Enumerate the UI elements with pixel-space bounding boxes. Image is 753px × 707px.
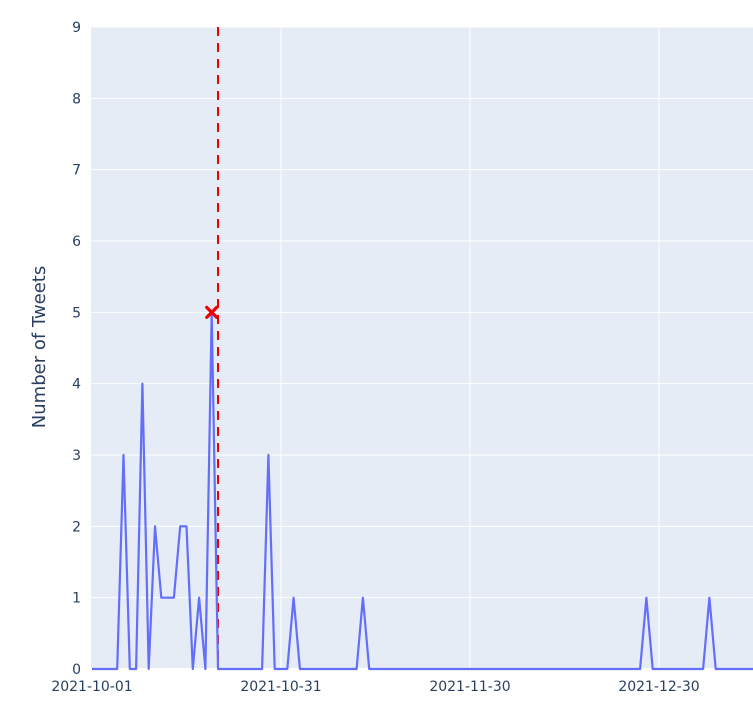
y-tick-label: 7 — [72, 163, 81, 179]
series-layer — [92, 311, 753, 671]
series-line — [92, 311, 753, 671]
plot-background — [91, 27, 753, 669]
y-tick-label: 6 — [72, 234, 81, 250]
y-tick-label: 4 — [72, 377, 81, 393]
y-tick-label: 1 — [72, 591, 81, 607]
x-tick-label: 2021-10-31 — [240, 679, 321, 695]
y-axis-title: Number of Tweets — [29, 266, 50, 428]
x-tick-label: 2021-12-30 — [618, 679, 699, 695]
y-tick-label: 0 — [72, 662, 81, 678]
y-tick-label: 9 — [72, 20, 81, 36]
y-tick-label: 2 — [72, 519, 81, 535]
highlight-marker — [205, 305, 219, 319]
y-tick-labels: 0 1 2 3 4 5 6 7 8 9 — [72, 20, 81, 678]
x-tick-label: 2021-11-30 — [429, 679, 510, 695]
x-tick-labels: 2021-10-01 2021-10-31 2021-11-30 2021-12-30 — [51, 679, 699, 695]
y-tick-label: 5 — [72, 305, 81, 321]
y-tick-label: 8 — [72, 91, 81, 107]
marker-layer — [205, 305, 219, 319]
highlight-marker-stroke — [205, 305, 219, 319]
y-tick-label: 3 — [72, 448, 81, 464]
x-tick-label: 2021-10-01 — [51, 679, 132, 695]
